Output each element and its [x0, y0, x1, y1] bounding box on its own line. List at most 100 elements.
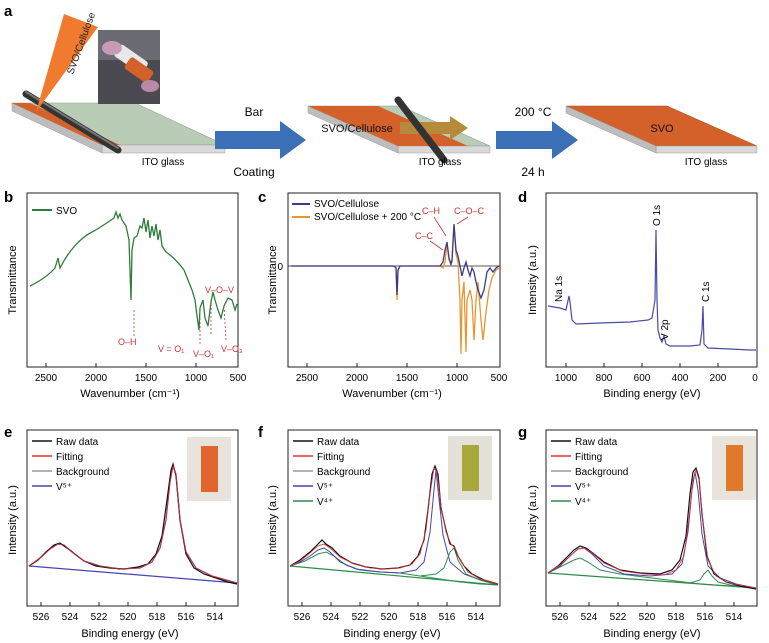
xtick-c-4: 500 [491, 373, 508, 384]
glove-hand [102, 41, 122, 55]
panel-c-letter: c [258, 189, 266, 206]
series-c-heated [291, 225, 500, 355]
annotation-b-4: V–O₃ [221, 344, 243, 354]
xtick-d-5: 0 [752, 373, 758, 384]
annotation-b-3: V–O–V [205, 285, 234, 295]
xtick-c-1: 2000 [346, 373, 369, 384]
ylabel-c: Transmittance [267, 245, 279, 314]
xtick-c-2: 1500 [396, 373, 419, 384]
legend-f-3: V⁵⁺ [317, 482, 333, 493]
xtick-g-1: 524 [581, 612, 598, 623]
xlabel-g: Binding energy (eV) [603, 628, 700, 640]
slab-2-label: ITO glass [419, 157, 462, 168]
xticks-c: 2500 2000 1500 1000 500 [296, 363, 508, 384]
arrow-2: 200 °C 24 h [496, 105, 578, 179]
coating-bar-2 [394, 96, 448, 164]
ylabel-g: Intensity (a.u.) [527, 485, 539, 555]
inset-sample-f [462, 445, 479, 491]
inset-sample-e [201, 446, 218, 492]
axes-f [287, 429, 501, 607]
xtick-e-4: 518 [149, 612, 166, 623]
arrow-2-bottom-label: 24 h [521, 165, 544, 179]
xtick-e-3: 520 [120, 612, 137, 623]
xtick-f-4: 518 [410, 612, 427, 623]
xtick-e-0: 526 [33, 612, 50, 623]
ylabel-e: Intensity (a.u.) [7, 485, 19, 555]
axes-d [545, 192, 758, 368]
xtick-f-6: 514 [468, 612, 485, 623]
panel-g: g Raw data Fitting Background V⁵⁺ V⁴⁺ In… [518, 424, 758, 640]
xtick-e-5: 516 [178, 612, 195, 623]
pen-body [36, 14, 98, 112]
ylabel-d: Intensity (a.u.) [527, 245, 539, 315]
arrow-1-bottom-label: Coating [233, 165, 274, 179]
axes-c [287, 192, 501, 368]
panel-c: c SVO/Cellulose SVO/Cellulose + 200 °C 0… [258, 189, 508, 400]
legend-c-1: SVO/Cellulose + 200 °C [314, 212, 421, 223]
axes-e [26, 429, 239, 607]
arrow-2-top-label: 200 °C [515, 105, 552, 119]
series-d-survey [547, 229, 756, 351]
component-f-v4-b [419, 547, 499, 586]
annotation-d-0: Na 1s [554, 276, 565, 302]
panel-d: d Na 1s O 1s V 2p C 1s Intensity (a.u.) … [518, 189, 758, 400]
panel-e-letter: e [4, 424, 12, 441]
xtick-f-0: 526 [294, 612, 311, 623]
legend-e-3: V⁵⁺ [56, 482, 72, 493]
xtick-b-2: 1500 [135, 373, 158, 384]
xtick-e-6: 514 [207, 612, 224, 623]
annotation-b-1: V = O₁ [158, 344, 184, 354]
arrow-1-top-label: Bar [245, 105, 264, 119]
annotation-d-3: C 1s [701, 281, 712, 302]
fitting-e [28, 464, 238, 584]
annotation-c-0: C–H [422, 206, 440, 216]
legend-b-0: SVO [56, 206, 77, 217]
axes-g [545, 429, 758, 607]
arrow-1-shape [215, 121, 306, 159]
xtick-g-5: 516 [697, 612, 714, 623]
panel-e: e Raw data Fitting Background V⁵⁺ Intens… [4, 424, 239, 640]
xtick-g-4: 518 [668, 612, 685, 623]
annotation-c-2: C–C [415, 231, 434, 241]
photo-inset [98, 30, 160, 104]
panel-a: a ITO glass SVO/Cellulose [4, 3, 758, 179]
xlabel-f: Binding energy (eV) [343, 628, 440, 640]
xtick-f-1: 524 [323, 612, 340, 623]
legend-c-0: SVO/Cellulose [314, 199, 379, 210]
panel-b-letter: b [4, 189, 13, 206]
panel-b: b SVO O–H V = O₁ V–O₁ V–O–V V–O₃ Transmi… [4, 189, 247, 400]
component-g-v4-b [689, 569, 757, 589]
annotation-b-2: V–O₁ [193, 349, 214, 359]
slab-3-label: ITO glass [685, 157, 728, 168]
xticks-e: 526 524 522 520 518 516 514 [33, 602, 224, 623]
series-b-svo [29, 209, 238, 331]
legend-g-4: V⁴⁺ [575, 497, 591, 508]
xtick-c-0: 2500 [296, 373, 319, 384]
legend-e-0: Raw data [56, 437, 99, 448]
annotation-d-2: V 2p [660, 319, 671, 340]
xticks-b: 2500 2000 1500 1000 500 [35, 363, 247, 384]
xtick-f-5: 516 [439, 612, 456, 623]
ylabel-b: Transmittance [7, 245, 19, 314]
xlabel-c: Wavenumber (cm⁻¹) [342, 388, 442, 400]
xlabel-b: Wavenumber (cm⁻¹) [80, 388, 180, 400]
xtick-b-0: 2500 [35, 373, 58, 384]
pen-dropper: SVO/Cellulose [36, 11, 98, 112]
xtick-d-1: 800 [596, 373, 613, 384]
xticks-f: 526 524 522 520 518 516 514 [294, 602, 485, 623]
xtick-f-3: 520 [381, 612, 398, 623]
xticks-g: 526 524 522 520 518 516 514 [552, 602, 743, 623]
legend-f-0: Raw data [317, 437, 360, 448]
xtick-b-3: 1000 [185, 373, 208, 384]
glass-front-2 [397, 145, 491, 154]
annotation-b-0: O–H [118, 337, 137, 347]
legend-f-1: Fitting [317, 452, 344, 463]
component-f-v5 [289, 469, 499, 586]
slab-1: ITO glass [11, 90, 226, 168]
slab-1-label: ITO glass [142, 157, 185, 168]
legend-g-2: Background [575, 467, 628, 478]
xtick-g-6: 514 [726, 612, 743, 623]
xtick-d-0: 1000 [555, 373, 578, 384]
slab-2-film-label: SVO/Cellulose [321, 123, 393, 135]
